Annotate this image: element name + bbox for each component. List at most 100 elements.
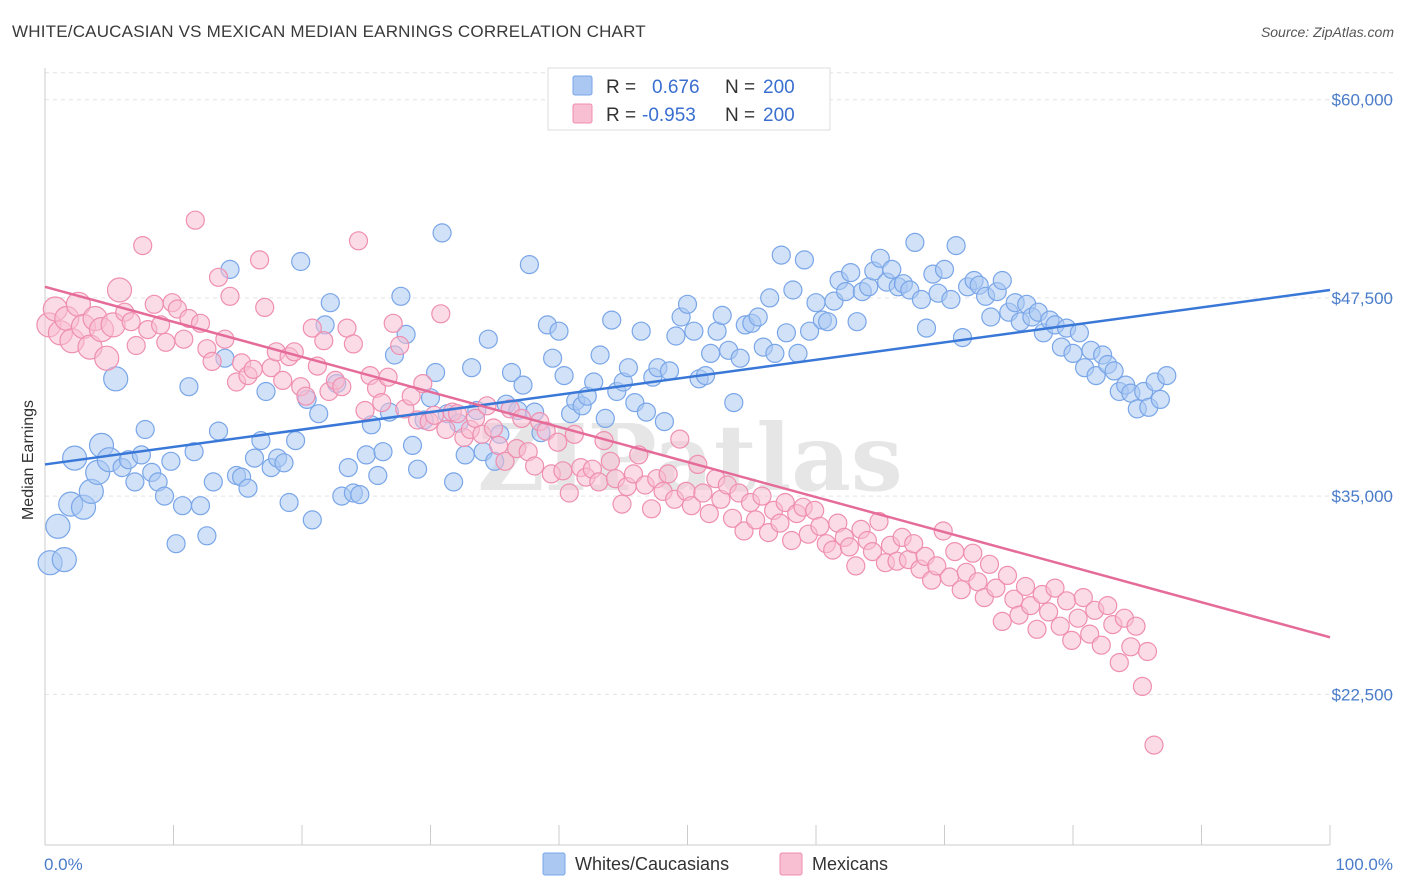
legend-swatch-whites [572,75,593,96]
mexicans-point [564,424,585,444]
whites-point [1157,366,1177,386]
whites-point [934,259,955,279]
mexicans-point [332,377,352,397]
whites-point [941,289,961,310]
whites-point [274,453,294,473]
whites-point [166,534,186,554]
whites-point [631,321,651,341]
mexicans-point [202,351,222,371]
legend-r-label-2: R = [606,105,636,126]
mexicans-point [495,451,515,471]
x-tick-right: 100.0% [1335,855,1393,874]
mexicans-point [770,513,790,533]
mexicans-point [436,419,456,440]
bottom-legend: Whites/Caucasians Mexicans [542,852,888,876]
whites-point [279,492,299,513]
whites-point [190,496,211,516]
mexicans-point [658,464,678,484]
mexicans-point [1056,591,1077,611]
mexicans-point [144,294,164,314]
whites-point [636,402,657,422]
whites-point [208,421,229,441]
mexicans-point [174,329,194,349]
whites-point [391,286,411,306]
mexicans-point [1091,635,1111,655]
mexicans-point [670,429,690,449]
mexicans-point [997,565,1018,586]
whites-point [356,445,376,465]
mexicans-point [1045,578,1065,598]
whites-point [905,232,925,252]
whites-point [1069,323,1090,343]
mexicans-point [185,210,205,230]
bottom-legend-label-whites: Whites/Caucasians [575,854,729,874]
whites-point [748,307,768,327]
mexicans-point [553,461,573,481]
mexicans-point [121,312,141,332]
mexicans-point [314,331,334,351]
whites-point [455,445,475,465]
whites-point [444,472,464,492]
whites-point [783,280,803,300]
whites-point [501,362,522,383]
whites-point [432,223,452,243]
whites-point [184,442,204,462]
whites-point [256,381,276,402]
legend-swatch-mexicans [572,103,593,124]
mexicans-point [302,318,322,338]
series-mexicans-points [36,210,1164,755]
chart-title: WHITE/CAUCASIAN VS MEXICAN MEDIAN EARNIN… [12,22,646,41]
mexicans-point [372,393,392,413]
whites-point [654,412,675,432]
whites-point [197,526,217,546]
whites-point [618,358,639,378]
mexicans-point [378,367,398,387]
y-tick-label: $35,000 [1332,487,1393,506]
top-legend-box [547,67,831,131]
mexicans-point [945,541,965,562]
mexicans-point [745,510,766,530]
whites-point [870,248,890,268]
whites-point [238,478,258,498]
mexicans-point [1132,676,1153,697]
legend-n-value-2: 200 [763,105,795,126]
whites-point [161,451,181,471]
mexicans-point [927,556,947,576]
whites-point [806,293,826,313]
whites-point [51,546,77,573]
mexicans-point [1137,641,1158,662]
whites-trend-line [44,288,1331,466]
axes [44,68,1331,846]
whites-point [172,496,193,516]
whites-point [765,343,785,363]
whites-point [373,442,393,462]
whites-point [554,366,574,386]
whites-point [368,465,388,486]
whites-point [835,282,856,302]
whites-point [513,375,533,395]
whites-point [350,485,370,505]
whites-point [542,348,563,368]
mexicans-point [1098,595,1118,616]
mexicans-point [383,313,403,333]
mexicans-point [979,554,1000,574]
whites-point [135,419,155,440]
mexicans-point [126,335,146,356]
whites-point [952,328,973,348]
legend-n-label-2: N = [725,105,755,126]
whites-point [776,323,797,343]
mexicans-point [250,250,270,270]
mexicans-point [548,432,568,452]
mexicans-point [220,286,240,306]
mexicans-point [862,541,883,562]
mexicans-point [734,521,754,541]
whites-point [946,236,966,256]
legend-r-value-2: -0.953 [642,105,696,126]
mexicans-point [1015,576,1036,597]
mexicans-point [1062,630,1082,651]
mexicans-trend-line [44,285,1331,639]
mexicans-point [536,421,556,441]
whites-point [992,270,1012,291]
whites-point [179,377,199,397]
mexicans-point [1121,637,1141,657]
